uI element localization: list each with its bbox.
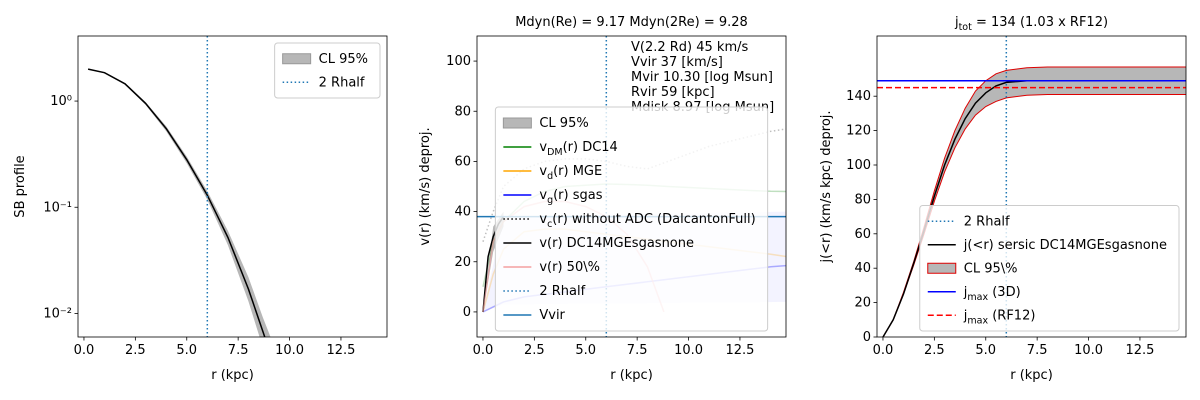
line bbox=[87, 68, 266, 337]
legend-label: Vvir bbox=[539, 308, 565, 323]
legend-swatch bbox=[282, 53, 312, 65]
x-tick-label: 2.5 bbox=[125, 343, 146, 358]
x-tick-label: 12.5 bbox=[725, 343, 754, 358]
y-tick-label: 80 bbox=[454, 104, 471, 119]
chart-title: Mdyn(Re) = 9.17 Mdyn(2Re) = 9.28 bbox=[515, 15, 748, 30]
legend-label: 2 Rhalf bbox=[539, 284, 585, 299]
legend: 2 Rhalf j(<r) sersic DC14MGEsgasnone CL 95… bbox=[919, 205, 1180, 332]
x-tick-label: 5.0 bbox=[575, 343, 596, 358]
band bbox=[88, 68, 271, 337]
x-tick-label: 7.5 bbox=[627, 343, 648, 358]
legend: CL 95% 2 Rhalf bbox=[274, 42, 381, 99]
y-tick-label: 20 bbox=[454, 254, 471, 269]
panel: 0.0 2.5 5.0 7.5 10.0 12.5 0 20 40 60 80 100 120 140 jt… bbox=[819, 15, 1187, 383]
y-tick-label: 10⁻¹ bbox=[43, 200, 72, 215]
legend-label: 2 Rhalf bbox=[964, 214, 1010, 229]
legend-box bbox=[494, 106, 769, 332]
x-tick-label: 10.0 bbox=[275, 343, 304, 358]
y-axis-label: v(r) (km/s) deproj. bbox=[418, 127, 433, 245]
panel: 0.0 2.5 5.0 7.5 10.0 12.5 10⁻² 10⁻¹ 10⁰ r (kpc) SB… bbox=[13, 35, 388, 383]
x-tick-label: 0.0 bbox=[74, 343, 95, 358]
annotation: V(2.2 Rd) 45 km/s bbox=[631, 40, 749, 55]
x-tick-label: 7.5 bbox=[228, 343, 249, 358]
x-tick-label: 5.0 bbox=[176, 343, 197, 358]
x-tick-label: 5.0 bbox=[975, 343, 996, 358]
y-tick-label: 120 bbox=[846, 123, 871, 138]
legend-label: CL 95% bbox=[539, 116, 588, 131]
band bbox=[883, 67, 1186, 337]
y-tick-label: 100 bbox=[446, 54, 471, 69]
legend-label: vg(r) sgas bbox=[539, 188, 602, 207]
x-tick-label: 12.5 bbox=[326, 343, 355, 358]
annotation: Vvir 37 [km/s] bbox=[631, 55, 723, 70]
legend-box bbox=[919, 205, 1180, 332]
plot-area bbox=[877, 36, 1186, 337]
legend-label: vd(r) MGE bbox=[539, 164, 602, 183]
x-axis-label: r (kpc) bbox=[610, 368, 653, 383]
legend-label: vDM(r) DC14 bbox=[539, 140, 617, 159]
legend-label: jmax (3D) bbox=[963, 284, 1021, 303]
legend-label: jmax (RF12) bbox=[963, 308, 1036, 327]
x-axis-label: r (kpc) bbox=[1010, 368, 1053, 383]
legend-swatch bbox=[502, 117, 532, 129]
y-tick-label: 0 bbox=[463, 304, 471, 319]
y-tick-label: 10⁻² bbox=[43, 306, 72, 321]
x-tick-label: 2.5 bbox=[524, 343, 545, 358]
x-tick-label: 0.0 bbox=[873, 343, 894, 358]
x-tick-label: 10.0 bbox=[1074, 343, 1103, 358]
y-tick-label: 10⁰ bbox=[50, 94, 72, 109]
plot-area bbox=[87, 36, 271, 337]
annotation: Mvir 10.30 [log Msun] bbox=[631, 70, 773, 85]
legend-swatch bbox=[927, 262, 957, 274]
y-tick-label: 0 bbox=[863, 330, 871, 345]
axes-frame bbox=[77, 35, 388, 338]
x-tick-label: 12.5 bbox=[1125, 343, 1154, 358]
y-tick-label: 100 bbox=[846, 158, 871, 173]
chart-title: jtot = 134 (1.03 x RF12) bbox=[954, 15, 1108, 34]
y-axis-label: j(<r) (km/s kpc) deproj. bbox=[819, 110, 834, 263]
x-tick-label: 10.0 bbox=[674, 343, 703, 358]
x-tick-label: 0.0 bbox=[473, 343, 494, 358]
legend-label: j(<r) sersic DC14MGEsgasnone bbox=[963, 237, 1167, 252]
y-tick-label: 80 bbox=[854, 192, 871, 207]
y-tick-label: 40 bbox=[854, 261, 871, 276]
x-tick-label: 7.5 bbox=[1027, 343, 1048, 358]
axes-frame bbox=[876, 35, 1187, 338]
panel: 0.0 2.5 5.0 7.5 10.0 12.5 0 20 40 60 80 100 Mdyn(Re)… bbox=[418, 15, 787, 383]
legend-label: CL 95\% bbox=[964, 261, 1018, 276]
y-tick-label: 140 bbox=[846, 89, 871, 104]
y-axis-label: SB profile bbox=[13, 155, 28, 217]
legend: CL 95% vDM(r) DC14 vd(r) MGE vg(r) sgas vc(r… bbox=[494, 106, 769, 332]
x-tick-label: 2.5 bbox=[924, 343, 945, 358]
y-tick-label: 60 bbox=[854, 226, 871, 241]
legend-label: 2 Rhalf bbox=[319, 75, 365, 90]
y-tick-label: 20 bbox=[854, 295, 871, 310]
legend-label: v(r) 50\% bbox=[539, 260, 600, 275]
legend-label: v(r) DC14MGEsgasnone bbox=[539, 236, 694, 251]
legend-label: vc(r) without ADC (DalcantonFull) bbox=[539, 212, 755, 231]
legend-label: CL 95% bbox=[319, 51, 368, 66]
axes-frame bbox=[476, 35, 787, 338]
x-axis-label: r (kpc) bbox=[211, 368, 254, 383]
y-tick-label: 40 bbox=[454, 204, 471, 219]
y-tick-label: 60 bbox=[454, 154, 471, 169]
annotation: Rvir 59 [kpc] bbox=[631, 85, 715, 100]
